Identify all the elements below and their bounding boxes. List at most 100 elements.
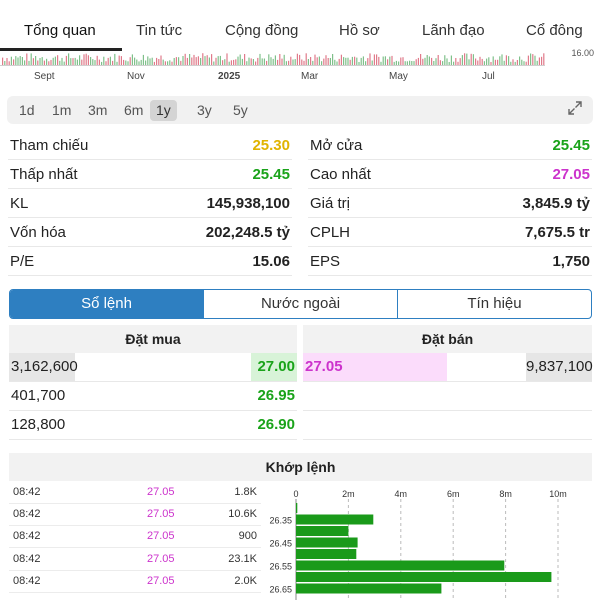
range-3y-button[interactable]: 3y (197, 102, 212, 118)
stat-shares-outstanding: CPLH 7,675.5 tr (308, 218, 592, 247)
strip-volume-tick (6, 58, 8, 65)
range-1m-button[interactable]: 1m (52, 102, 72, 118)
strip-volume-tick (37, 60, 39, 65)
strip-volume-tick (510, 61, 512, 65)
strip-volume-tick (13, 59, 15, 65)
strip-volume-tick (142, 54, 144, 65)
volume-bar (296, 537, 358, 548)
strip-volume-tick (85, 53, 87, 65)
strip-volume-tick (439, 60, 441, 65)
strip-volume-tick (19, 56, 21, 65)
strip-volume-tick (164, 61, 166, 65)
stat-value-traded: Giá trị 3,845.9 tỷ (308, 189, 592, 218)
volume-bar (296, 560, 505, 571)
strip-volume-tick (420, 54, 422, 65)
price-volume-strip[interactable] (0, 51, 600, 85)
segment-foreign[interactable]: Nước ngoài (203, 290, 397, 318)
strip-volume-tick (206, 55, 208, 65)
strip-volume-tick (8, 61, 10, 65)
strip-volume-tick (468, 59, 470, 65)
buy-volume: 401,700 (11, 387, 66, 404)
tab-shareholders[interactable]: Cổ đông (526, 22, 583, 39)
strip-volume-tick (499, 56, 501, 65)
strip-tick-sept: Sept (34, 71, 55, 82)
strip-volume-tick (96, 55, 98, 65)
strip-volume-tick (65, 55, 67, 65)
expand-icon[interactable] (567, 100, 583, 116)
strip-volume-tick (46, 58, 48, 65)
range-6m-button[interactable]: 6m (124, 102, 144, 118)
strip-volume-tick (272, 58, 274, 65)
strip-volume-tick (244, 54, 246, 65)
strip-volume-tick (257, 57, 259, 65)
strip-volume-tick (213, 61, 215, 65)
trade-row: 08:42 27.05 900 (9, 526, 261, 548)
strip-volume-tick (43, 60, 45, 65)
strip-volume-tick (376, 54, 378, 65)
strip-volume-tick (175, 57, 177, 65)
strip-volume-tick (30, 53, 32, 65)
strip-volume-tick (52, 57, 54, 65)
segment-signals[interactable]: Tín hiệu (397, 290, 591, 318)
tab-news[interactable]: Tin tức (136, 22, 183, 39)
strip-volume-tick (488, 57, 490, 65)
strip-volume-tick (336, 61, 338, 65)
strip-volume-tick (477, 60, 479, 65)
strip-volume-tick (215, 57, 217, 65)
strip-volume-tick (153, 61, 155, 65)
stat-label: CPLH (310, 224, 351, 241)
strip-volume-tick (266, 60, 268, 65)
strip-volume-tick (514, 61, 516, 65)
strip-volume-tick (332, 54, 334, 65)
strip-volume-tick (457, 61, 459, 65)
x-tick-label: 4m (395, 489, 408, 499)
range-5y-button[interactable]: 5y (233, 102, 248, 118)
strip-volume-tick (202, 53, 204, 65)
y-tick-label: 26.55 (269, 561, 292, 571)
strip-volume-tick (74, 57, 76, 65)
strip-volume-tick (274, 55, 276, 65)
strip-volume-tick (329, 58, 331, 65)
tab-community[interactable]: Cộng đồng (225, 22, 299, 39)
strip-volume-tick (158, 59, 160, 65)
strip-volume-tick (422, 58, 424, 65)
strip-volume-tick (101, 61, 103, 65)
strip-volume-tick (226, 53, 228, 65)
strip-volume-tick (28, 60, 30, 65)
strip-volume-tick (391, 55, 393, 65)
tab-profile[interactable]: Hồ sơ (339, 22, 380, 39)
segment-orderbook[interactable]: Sổ lệnh (10, 290, 203, 318)
trade-price: 27.05 (147, 575, 175, 587)
trade-volume: 23.1K (228, 553, 257, 565)
strip-volume-tick (173, 58, 175, 65)
strip-volume-tick (325, 55, 327, 65)
range-3m-button[interactable]: 3m (88, 102, 108, 118)
strip-volume-tick (138, 61, 140, 65)
strip-volume-tick (501, 54, 503, 65)
strip-volume-tick (307, 59, 309, 65)
strip-volume-tick (527, 55, 529, 65)
tab-overview[interactable]: Tổng quan (24, 22, 96, 39)
strip-volume-tick (233, 59, 235, 65)
strip-tick-jul: Jul (482, 71, 495, 82)
strip-volume-tick (318, 56, 320, 65)
orderbook-segmented-control: Sổ lệnh Nước ngoài Tín hiệu (9, 289, 592, 319)
strip-volume-tick (250, 58, 252, 65)
stat-label: Vốn hóa (10, 224, 66, 241)
strip-volume-tick (411, 61, 413, 65)
range-1d-button[interactable]: 1d (19, 102, 35, 118)
strip-volume-tick (521, 59, 523, 65)
tab-leadership[interactable]: Lãnh đạo (422, 22, 485, 39)
strip-volume-tick (24, 60, 26, 65)
strip-volume-tick (402, 57, 404, 65)
strip-volume-tick (541, 56, 543, 65)
strip-volume-tick (299, 54, 301, 65)
strip-volume-tick (404, 61, 406, 65)
strip-volume-tick (285, 61, 287, 65)
stat-value: 27.05 (552, 166, 590, 183)
sell-row-empty (303, 411, 592, 440)
strip-volume-tick (72, 58, 74, 65)
buy-price: 26.95 (257, 387, 295, 404)
range-1y-button[interactable]: 1y (150, 100, 177, 121)
buy-header: Đặt mua (9, 325, 297, 353)
